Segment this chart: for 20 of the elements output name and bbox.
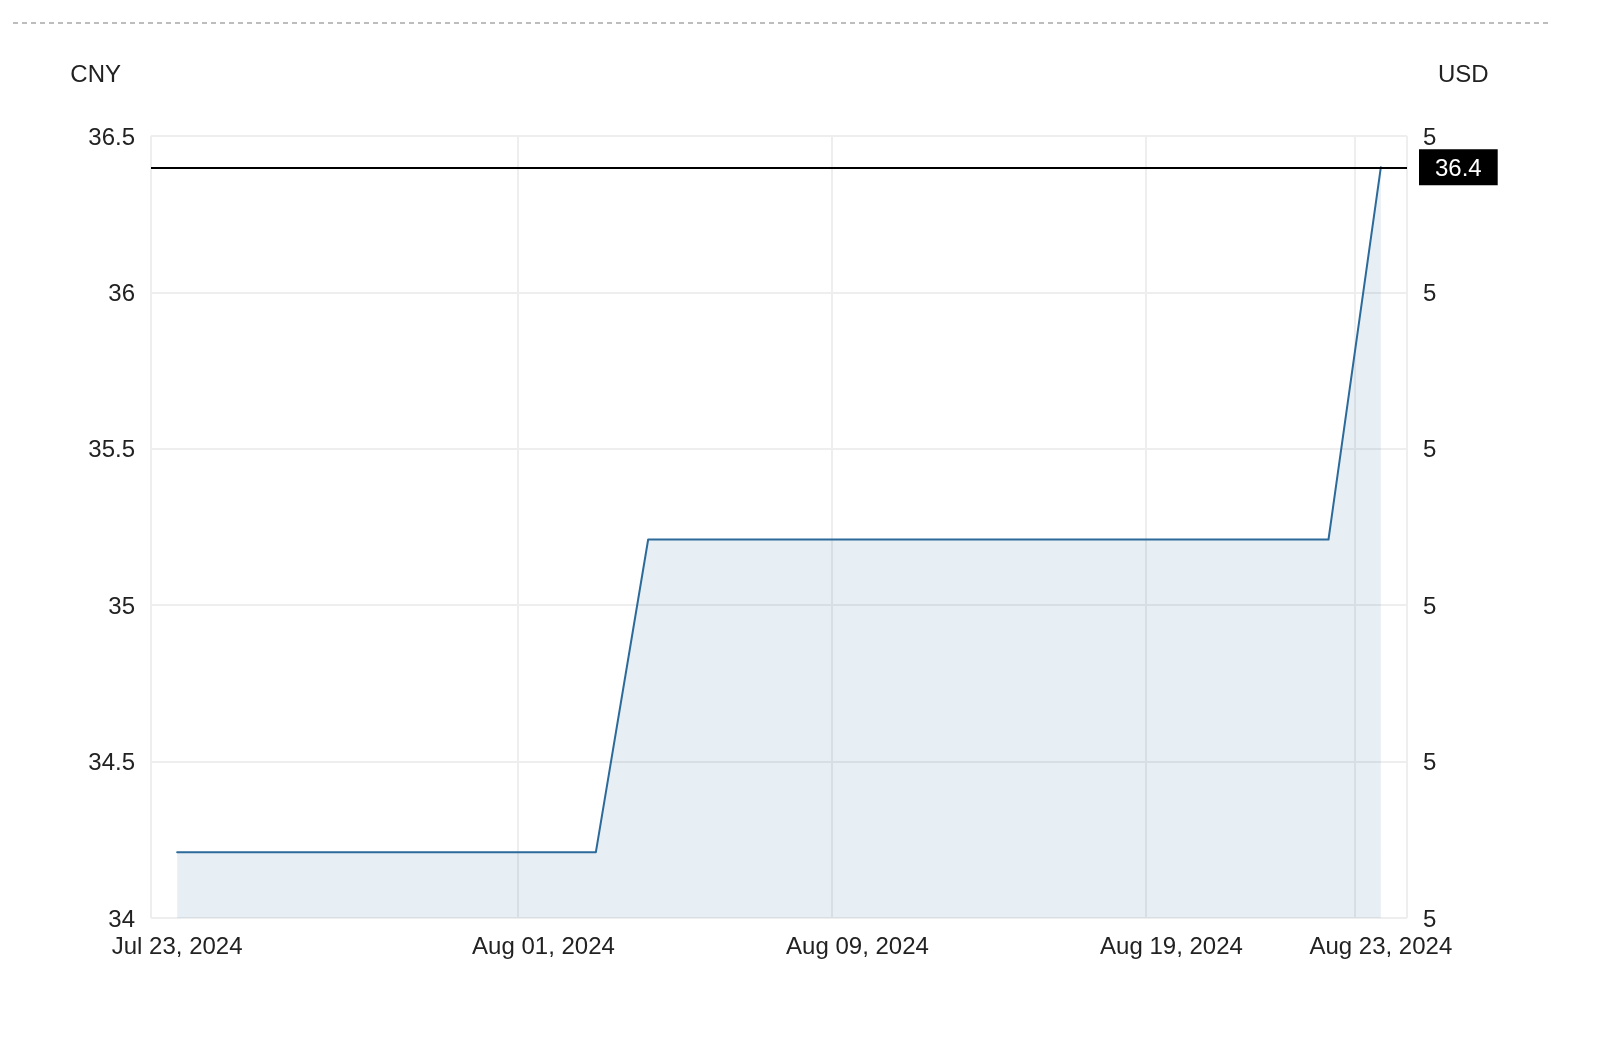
x-tick-label: Aug 09, 2024 (786, 931, 929, 959)
y-tick-label: 35.5 (88, 435, 135, 463)
y-tick-label: 34.5 (88, 748, 135, 776)
y-axis-title: CNY (70, 59, 121, 87)
category-label: 5 (1423, 591, 1437, 619)
category-label: 5 (1423, 435, 1437, 463)
y-tick-label: 36 (108, 278, 135, 306)
category-label: 5 (1423, 748, 1437, 776)
y-tick-label: 35 (108, 591, 135, 619)
y2-axis-title: USD (1438, 59, 1489, 87)
x-tick-label: Aug 19, 2024 (1100, 931, 1243, 959)
x-tick-label: Aug 01, 2024 (472, 931, 615, 959)
ref-line-label: 36.4 (1435, 153, 1482, 181)
x-tick-label: Jul 23, 2024 (111, 931, 243, 959)
y-tick-label: 36.5 (88, 122, 135, 150)
category-label: 5 (1423, 122, 1437, 150)
category-label: 5 (1423, 904, 1437, 932)
x-tick-label: Aug 23, 2024 (1309, 931, 1453, 959)
y-tick-label: 34 (108, 904, 135, 932)
category-label: 5 (1423, 278, 1437, 306)
